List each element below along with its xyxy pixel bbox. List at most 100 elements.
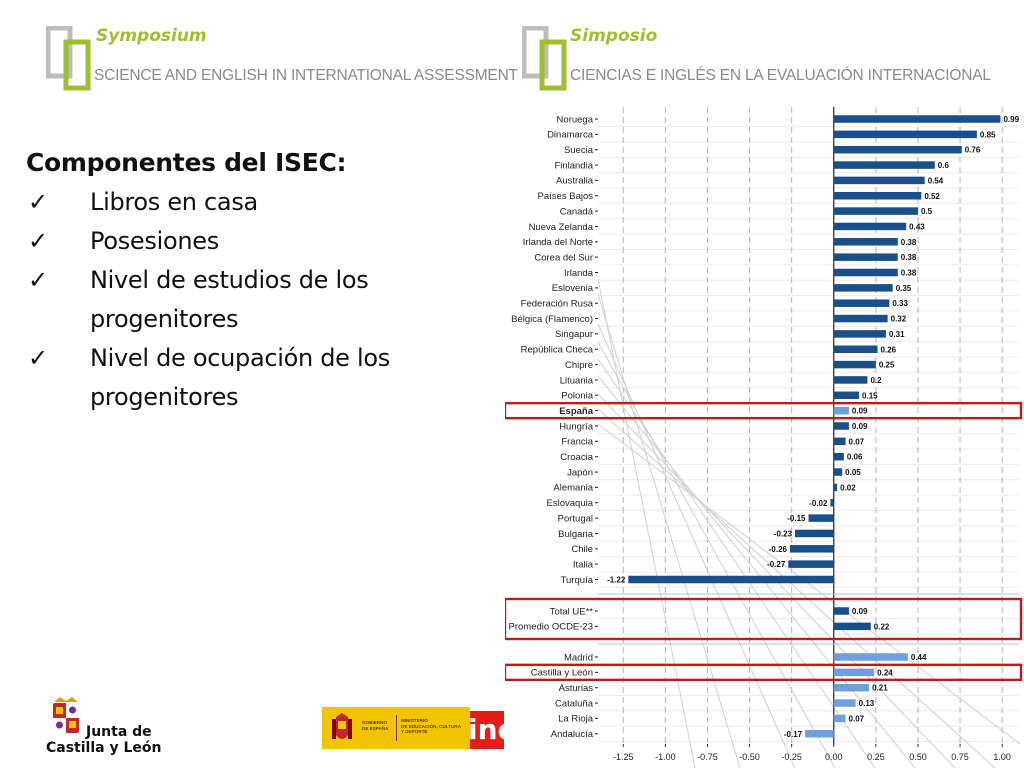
bar bbox=[833, 422, 849, 430]
bar bbox=[628, 575, 834, 584]
value-label: 0.54 bbox=[928, 176, 944, 185]
bar bbox=[808, 514, 834, 522]
bar bbox=[833, 437, 846, 446]
category-label: Chipre bbox=[565, 360, 593, 371]
bar bbox=[833, 192, 922, 200]
category-label: Dinamarca bbox=[547, 130, 594, 141]
x-tick-label: 1.00 bbox=[993, 752, 1011, 762]
category-label: Eslovenia bbox=[552, 283, 594, 294]
value-label: -1.22 bbox=[607, 576, 626, 585]
bar bbox=[788, 560, 834, 568]
symposium-logo: Symposium SCIENCE AND ENGLISH IN INTERNA… bbox=[46, 26, 518, 96]
value-label: 0.35 bbox=[896, 284, 912, 293]
isec-chart: Noruega 0.99 Dinamarca 0.85 Suecia 0.76 Finlan… bbox=[503, 104, 1024, 769]
bar bbox=[833, 330, 886, 338]
bar bbox=[833, 314, 888, 323]
category-label: Croacia bbox=[560, 452, 593, 463]
value-label: 0.52 bbox=[924, 192, 940, 201]
junta-line2: Castilla y León bbox=[46, 740, 162, 756]
diagonal-connector-line bbox=[597, 408, 996, 769]
category-label: Polonia bbox=[561, 391, 593, 402]
category-label: Cataluña bbox=[555, 698, 594, 709]
value-label: -0.27 bbox=[767, 560, 786, 569]
diagonal-connector-line bbox=[597, 375, 916, 769]
diagonal-connector-line bbox=[597, 323, 796, 769]
bar bbox=[789, 545, 834, 553]
list-item: ✓ Nivel de estudios de los progenitores bbox=[26, 261, 456, 339]
bar bbox=[833, 161, 935, 169]
checkmark-icon: ✓ bbox=[28, 344, 48, 372]
bar bbox=[795, 529, 834, 538]
brand-symposium: Symposium bbox=[96, 26, 207, 46]
bar bbox=[805, 730, 834, 738]
category-label: La Rioja bbox=[558, 714, 594, 725]
value-label: 0.43 bbox=[909, 222, 925, 231]
list-item-label: Posesiones bbox=[90, 227, 219, 255]
brand-simposio: Simposio bbox=[570, 26, 658, 46]
category-label: Andalucía bbox=[551, 729, 594, 740]
bar bbox=[833, 222, 907, 231]
bar bbox=[833, 622, 871, 631]
subtitle-spanish: CIENCIAS E INGLÉS EN LA EVALUACIÓN INTER… bbox=[570, 67, 991, 84]
components-heading: Componentes del ISEC: bbox=[26, 148, 347, 177]
subtitle-english: SCIENCE AND ENGLISH IN INTERNATIONAL ASS… bbox=[94, 67, 518, 84]
x-tick-label: 0.00 bbox=[825, 752, 843, 762]
category-label: Irlanda bbox=[564, 268, 594, 279]
value-label: -0.15 bbox=[787, 514, 806, 523]
category-label: Japón bbox=[567, 467, 593, 478]
list-item-label: Nivel de estudios de los progenitores bbox=[90, 266, 369, 333]
x-tick-label: 0.75 bbox=[951, 752, 969, 762]
bar bbox=[833, 284, 893, 292]
x-tick-label: -1.25 bbox=[613, 752, 634, 762]
category-label: Países Bajos bbox=[538, 191, 594, 202]
category-label: Nueva Zelanda bbox=[529, 222, 594, 233]
gov-divider bbox=[396, 715, 397, 741]
diagonal-connector-line bbox=[597, 358, 876, 769]
bar bbox=[833, 299, 890, 307]
value-label: 0.05 bbox=[845, 468, 861, 477]
bar bbox=[833, 145, 962, 154]
value-label: 0.5 bbox=[921, 207, 933, 216]
category-label: Federación Rusa bbox=[521, 299, 594, 310]
isec-components: Componentes del ISEC: ✓ Libros en casa ✓ P… bbox=[26, 148, 456, 417]
category-label: Total UE** bbox=[550, 606, 594, 617]
value-label: 0.02 bbox=[840, 483, 856, 492]
bar bbox=[833, 468, 843, 476]
value-label: 0.07 bbox=[849, 437, 865, 446]
junta-line1: Junta de bbox=[86, 724, 152, 740]
diagonal-connector-line bbox=[597, 293, 741, 769]
coat-of-arms-icon bbox=[53, 697, 79, 733]
gobierno-text: GOBIERNO DE ESPAÑA bbox=[362, 720, 389, 731]
highlight-box bbox=[503, 401, 1023, 420]
category-label: Castilla y León bbox=[531, 668, 593, 679]
list-item: ✓ Nivel de ocupación de los progenitores bbox=[26, 339, 456, 417]
bar bbox=[833, 699, 856, 707]
value-label: 0.2 bbox=[870, 376, 882, 385]
value-label: 0.38 bbox=[901, 269, 917, 278]
category-label: Portugal bbox=[558, 513, 593, 524]
list-item-label: Nivel de ocupación de los progenitores bbox=[90, 344, 390, 411]
bar bbox=[833, 238, 898, 246]
category-label: Canadá bbox=[560, 206, 594, 217]
bar bbox=[833, 130, 977, 139]
category-label: Promedio OCDE-23 bbox=[509, 622, 593, 633]
bar bbox=[833, 176, 925, 185]
value-label: 0.38 bbox=[901, 253, 917, 262]
simposio-logo: Simposio CIENCIAS E INGLÉS EN LA EVALUAC… bbox=[522, 26, 992, 96]
category-label: Eslovaquia bbox=[547, 498, 594, 509]
bar bbox=[833, 483, 838, 492]
value-label: 0.25 bbox=[879, 361, 895, 370]
bar bbox=[833, 653, 908, 661]
value-label: 0.38 bbox=[901, 238, 917, 247]
bar bbox=[833, 714, 846, 723]
value-label: -0.02 bbox=[809, 499, 828, 508]
bar bbox=[833, 376, 868, 384]
category-label: Italia bbox=[573, 559, 594, 570]
x-tick-label: 0.25 bbox=[867, 752, 885, 762]
value-label: -0.17 bbox=[784, 730, 803, 739]
checkmark-icon: ✓ bbox=[28, 227, 48, 255]
bar bbox=[830, 499, 834, 507]
highlight-box bbox=[503, 663, 1023, 682]
category-label: Chile bbox=[571, 544, 593, 555]
bar bbox=[833, 268, 898, 277]
